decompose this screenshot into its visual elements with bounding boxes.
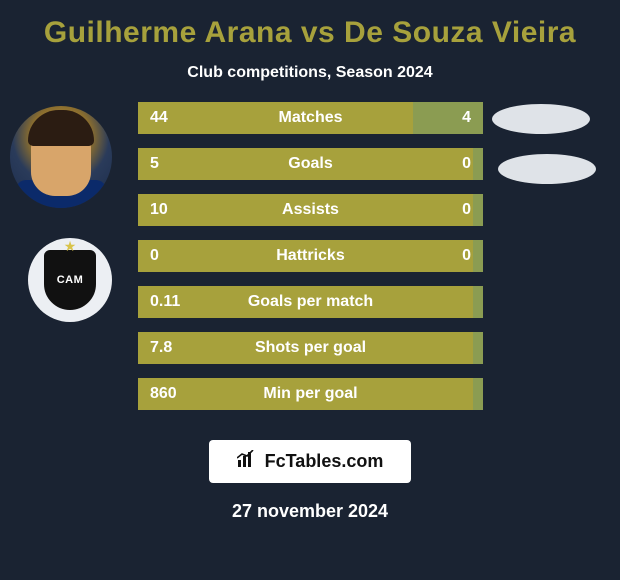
stat-bar-left: 10 (138, 194, 473, 226)
stat-row: 0.11Goals per match (138, 286, 483, 318)
page-subtitle: Club competitions, Season 2024 (0, 64, 620, 82)
stat-value-left: 44 (138, 109, 180, 127)
stat-bar-left: 44 (138, 102, 413, 134)
stat-value-right: 0 (450, 247, 483, 265)
stat-bar-right: 0 (473, 240, 483, 272)
chart-icon (237, 450, 257, 473)
stat-bar-left: 860 (138, 378, 473, 410)
stat-value-right: 0 (450, 155, 483, 173)
avatar-hair (28, 110, 94, 146)
brand-text: FcTables.com (265, 451, 384, 472)
stat-value-left: 7.8 (138, 339, 184, 357)
stat-value-right: 0 (450, 201, 483, 219)
stat-bar-right: 4 (413, 102, 483, 134)
stat-value-left: 0.11 (138, 293, 192, 311)
player-avatar-left (10, 106, 112, 208)
stat-row: 50Goals (138, 148, 483, 180)
stat-bar-right: 0 (473, 194, 483, 226)
stat-value-right: 4 (450, 109, 483, 127)
club-badge: ★ CAM (28, 238, 112, 322)
side-ellipse (498, 154, 596, 184)
stat-bar-left: 7.8 (138, 332, 473, 364)
comparison-area: ★ CAM 444Matches50Goals100Assists00Hattr… (0, 106, 620, 436)
page-title: Guilherme Arana vs De Souza Vieira (0, 16, 620, 50)
stat-value-left: 10 (138, 201, 180, 219)
stat-bar-left: 0.11 (138, 286, 473, 318)
stat-row: 7.8Shots per goal (138, 332, 483, 364)
club-shield: ★ CAM (44, 250, 96, 310)
stat-bar-right (473, 286, 483, 318)
stat-row: 860Min per goal (138, 378, 483, 410)
footer-date: 27 november 2024 (0, 501, 620, 522)
stat-row: 444Matches (138, 102, 483, 134)
stat-bar-right (473, 332, 483, 364)
stat-bar-left: 0 (138, 240, 473, 272)
stat-bar-right: 0 (473, 148, 483, 180)
brand-badge[interactable]: FcTables.com (209, 440, 412, 483)
club-badge-text: CAM (57, 274, 84, 286)
star-icon: ★ (64, 238, 77, 255)
stat-rows: 444Matches50Goals100Assists00Hattricks0.… (138, 102, 483, 424)
stat-bar-right (473, 378, 483, 410)
stat-row: 00Hattricks (138, 240, 483, 272)
stat-bar-left: 5 (138, 148, 473, 180)
stat-value-left: 5 (138, 155, 171, 173)
stat-value-left: 860 (138, 385, 189, 403)
stat-row: 100Assists (138, 194, 483, 226)
side-ellipse (492, 104, 590, 134)
stat-value-left: 0 (138, 247, 171, 265)
